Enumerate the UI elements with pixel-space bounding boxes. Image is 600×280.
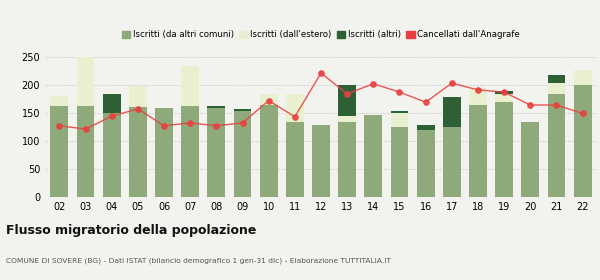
Bar bbox=[233, 109, 251, 111]
Bar bbox=[260, 105, 278, 197]
Bar bbox=[233, 111, 251, 197]
Bar bbox=[50, 106, 68, 197]
Bar bbox=[548, 75, 565, 83]
Bar bbox=[391, 111, 409, 113]
Bar bbox=[469, 105, 487, 197]
Bar bbox=[574, 70, 592, 85]
Bar bbox=[338, 122, 356, 197]
Bar bbox=[208, 108, 225, 197]
Bar bbox=[338, 85, 356, 116]
Bar bbox=[181, 106, 199, 197]
Bar bbox=[391, 127, 409, 197]
Bar bbox=[495, 94, 513, 102]
Bar bbox=[574, 85, 592, 197]
Bar bbox=[312, 125, 330, 197]
Bar bbox=[77, 106, 94, 197]
Bar bbox=[181, 66, 199, 106]
Bar bbox=[548, 94, 565, 197]
Bar bbox=[521, 122, 539, 197]
Bar bbox=[469, 88, 487, 105]
Bar bbox=[155, 108, 173, 197]
Text: COMUNE DI SOVERE (BG) - Dati ISTAT (bilancio demografico 1 gen-31 dic) - Elabora: COMUNE DI SOVERE (BG) - Dati ISTAT (bila… bbox=[6, 258, 391, 264]
Bar bbox=[443, 97, 461, 127]
Bar bbox=[103, 94, 121, 113]
Bar bbox=[77, 57, 94, 106]
Bar bbox=[208, 106, 225, 108]
Bar bbox=[443, 127, 461, 197]
Bar bbox=[391, 113, 409, 127]
Text: Flusso migratorio della popolazione: Flusso migratorio della popolazione bbox=[6, 224, 256, 237]
Bar bbox=[50, 96, 68, 106]
Bar bbox=[495, 91, 513, 94]
Bar bbox=[417, 125, 434, 130]
Bar bbox=[338, 116, 356, 122]
Bar bbox=[103, 113, 121, 197]
Bar bbox=[129, 86, 147, 107]
Bar bbox=[495, 102, 513, 197]
Bar bbox=[417, 130, 434, 197]
Bar bbox=[129, 107, 147, 197]
Legend: Iscritti (da altri comuni), Iscritti (dall'estero), Iscritti (altri), Cancellati: Iscritti (da altri comuni), Iscritti (da… bbox=[118, 27, 524, 43]
Bar bbox=[286, 122, 304, 197]
Bar bbox=[364, 115, 382, 197]
Bar bbox=[286, 94, 304, 122]
Bar bbox=[548, 83, 565, 94]
Bar bbox=[260, 94, 278, 105]
